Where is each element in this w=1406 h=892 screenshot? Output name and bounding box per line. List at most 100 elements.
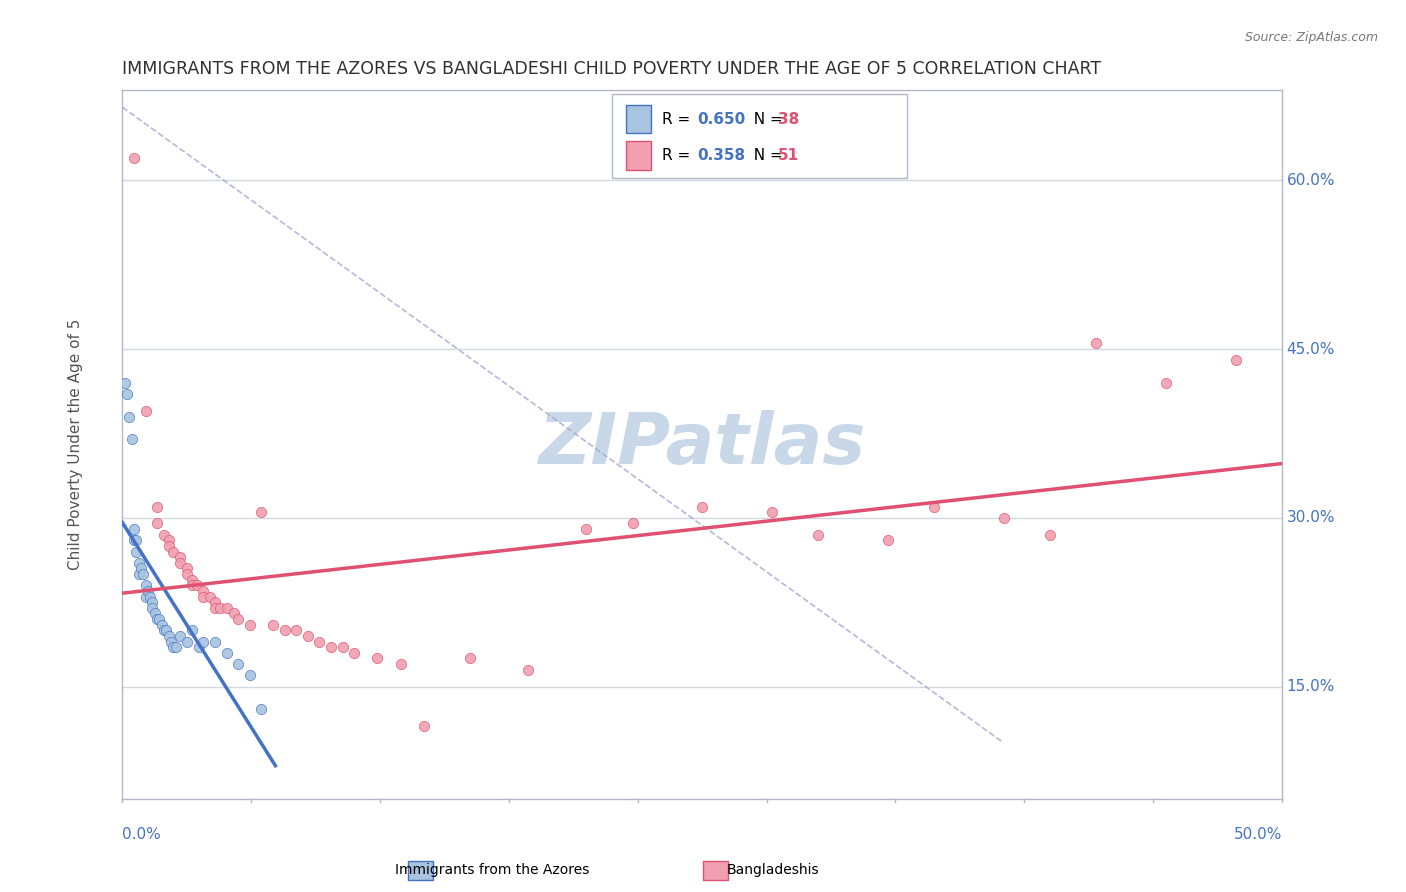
- Point: [876, 533, 898, 548]
- Point: [176, 561, 198, 575]
- Point: [141, 595, 163, 609]
- Point: [1085, 336, 1108, 351]
- Point: [200, 590, 222, 604]
- Point: [122, 533, 145, 548]
- Point: [114, 376, 136, 390]
- Text: R =: R =: [662, 112, 696, 127]
- Text: N =: N =: [744, 148, 787, 163]
- Point: [134, 404, 156, 418]
- Text: 0.0%: 0.0%: [122, 827, 162, 842]
- Point: [160, 634, 183, 648]
- Text: 45.0%: 45.0%: [1286, 342, 1334, 357]
- Point: [115, 387, 138, 401]
- Point: [319, 640, 342, 655]
- Point: [215, 600, 238, 615]
- Text: ZIPatlas: ZIPatlas: [538, 410, 866, 479]
- Point: [155, 624, 177, 638]
- Point: [273, 624, 295, 638]
- Text: 50.0%: 50.0%: [1233, 827, 1282, 842]
- Point: [169, 550, 191, 565]
- Point: [132, 567, 155, 582]
- Point: [129, 561, 152, 575]
- Point: [761, 505, 783, 519]
- Point: [162, 640, 184, 655]
- Point: [125, 533, 148, 548]
- Point: [621, 516, 644, 531]
- Text: IMMIGRANTS FROM THE AZORES VS BANGLADESHI CHILD POVERTY UNDER THE AGE OF 5 CORRE: IMMIGRANTS FROM THE AZORES VS BANGLADESH…: [122, 60, 1101, 78]
- Point: [169, 556, 191, 570]
- Point: [128, 556, 150, 570]
- Text: 51: 51: [778, 148, 799, 163]
- Text: 60.0%: 60.0%: [1286, 173, 1336, 188]
- Text: Bangladeshis: Bangladeshis: [727, 863, 820, 877]
- Text: 0.650: 0.650: [697, 112, 745, 127]
- Text: R =: R =: [662, 148, 696, 163]
- Point: [226, 612, 249, 626]
- Point: [180, 573, 202, 587]
- Point: [193, 583, 215, 598]
- Point: [146, 500, 169, 514]
- Point: [121, 432, 143, 446]
- Point: [150, 617, 173, 632]
- Point: [165, 640, 187, 655]
- Point: [343, 646, 366, 660]
- Point: [1154, 376, 1177, 390]
- Point: [1225, 353, 1247, 368]
- Point: [222, 607, 245, 621]
- Point: [262, 617, 284, 632]
- Point: [250, 505, 273, 519]
- Point: [239, 668, 262, 682]
- Point: [162, 544, 184, 558]
- Point: [122, 522, 145, 536]
- Point: [575, 522, 598, 536]
- Text: 38: 38: [778, 112, 799, 127]
- Text: N =: N =: [744, 112, 787, 127]
- Point: [128, 567, 150, 582]
- Point: [389, 657, 412, 671]
- Point: [208, 600, 231, 615]
- Point: [366, 651, 388, 665]
- Point: [169, 629, 191, 643]
- Point: [297, 629, 319, 643]
- Point: [517, 663, 540, 677]
- Point: [122, 151, 145, 165]
- Point: [146, 516, 169, 531]
- Point: [153, 624, 176, 638]
- Point: [148, 612, 170, 626]
- Point: [187, 640, 209, 655]
- Point: [239, 617, 262, 632]
- Text: Immigrants from the Azores: Immigrants from the Azores: [395, 863, 589, 877]
- Point: [180, 578, 202, 592]
- Text: 0.358: 0.358: [697, 148, 745, 163]
- Point: [807, 527, 830, 541]
- Point: [136, 583, 159, 598]
- Point: [180, 624, 202, 638]
- Point: [690, 500, 713, 514]
- Point: [215, 646, 238, 660]
- Point: [143, 607, 166, 621]
- Point: [118, 409, 141, 424]
- Point: [193, 634, 215, 648]
- Point: [193, 590, 215, 604]
- Point: [153, 527, 176, 541]
- Point: [308, 634, 330, 648]
- Point: [157, 629, 180, 643]
- Point: [285, 624, 308, 638]
- Point: [157, 539, 180, 553]
- Point: [458, 651, 481, 665]
- Point: [250, 702, 273, 716]
- Point: [993, 510, 1015, 524]
- Point: [125, 544, 148, 558]
- Point: [204, 634, 226, 648]
- Point: [176, 634, 198, 648]
- Point: [146, 612, 169, 626]
- Point: [1039, 527, 1062, 541]
- Point: [412, 719, 434, 733]
- Text: Child Poverty Under the Age of 5: Child Poverty Under the Age of 5: [69, 319, 83, 570]
- Point: [139, 590, 162, 604]
- Text: 15.0%: 15.0%: [1286, 679, 1334, 694]
- Point: [226, 657, 249, 671]
- Text: Source: ZipAtlas.com: Source: ZipAtlas.com: [1244, 31, 1378, 45]
- Point: [204, 600, 226, 615]
- Point: [134, 590, 156, 604]
